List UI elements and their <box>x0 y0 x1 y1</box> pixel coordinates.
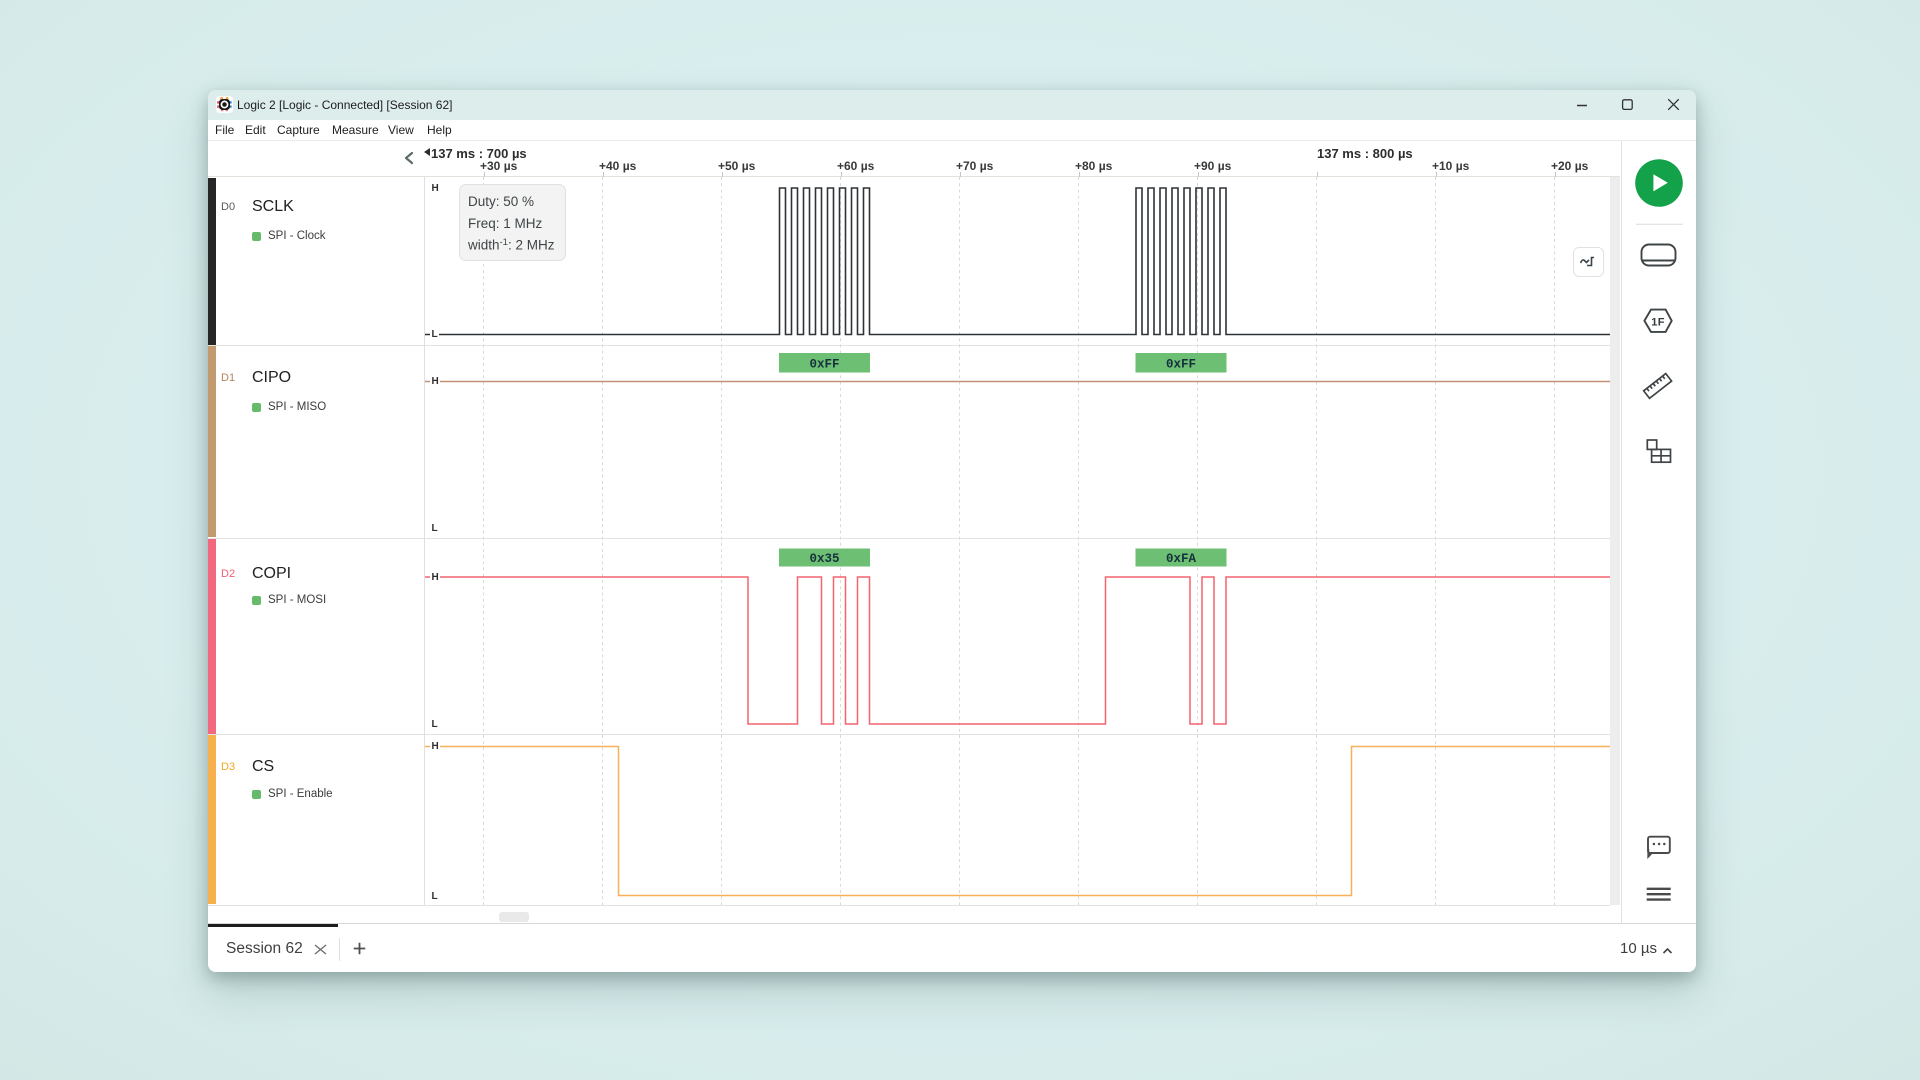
svg-text:0xFA: 0xFA <box>1166 552 1197 566</box>
svg-text:0xFF: 0xFF <box>809 358 839 372</box>
svg-text:1F: 1F <box>1651 316 1664 328</box>
svg-text:0xFF: 0xFF <box>1166 358 1196 372</box>
svg-text:0x35: 0x35 <box>809 552 839 566</box>
